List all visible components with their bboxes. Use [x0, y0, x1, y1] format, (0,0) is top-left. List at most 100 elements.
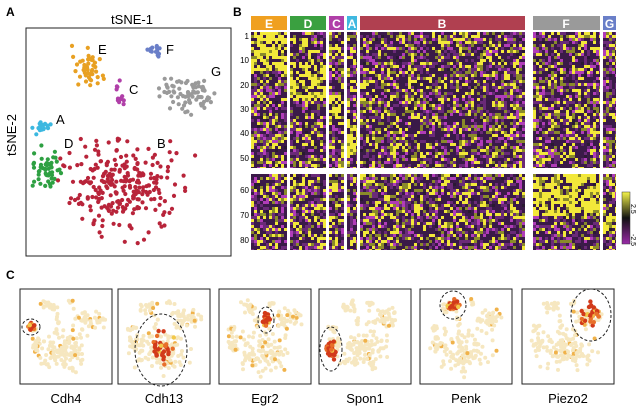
heatmap-cell: [603, 89, 606, 92]
heatmap-cell: [465, 198, 468, 201]
heatmap-cell: [450, 125, 453, 128]
heatmap-cell: [338, 186, 341, 189]
heatmap-cell: [519, 177, 522, 180]
heatmap-cell: [293, 38, 296, 41]
heatmap-cell: [486, 116, 489, 119]
heatmap-cell: [522, 95, 525, 98]
heatmap-cell: [435, 186, 438, 189]
heatmap-cell: [474, 152, 477, 155]
heatmap-cell: [350, 243, 353, 246]
heatmap-cell: [293, 225, 296, 228]
tsne-point: [146, 146, 151, 151]
heatmap-cell: [375, 228, 378, 231]
heatmap-cell: [329, 213, 332, 216]
heatmap-cell: [369, 183, 372, 186]
heatmap-cell: [513, 38, 516, 41]
heatmap-cell: [465, 74, 468, 77]
heatmap-cell: [311, 38, 314, 41]
heatmap-cell: [257, 119, 260, 122]
heatmap-cell: [447, 222, 450, 225]
heatmap-cell: [360, 35, 363, 38]
heatmap-cell: [578, 68, 581, 71]
heatmap-cell: [411, 113, 414, 116]
heatmap-cell: [290, 231, 293, 234]
heatmap-cell: [593, 80, 596, 83]
heatmap-cell: [432, 219, 435, 222]
heatmap-cell: [498, 38, 501, 41]
heatmap-cell: [459, 228, 462, 231]
heatmap-cell: [429, 198, 432, 201]
heatmap-cell: [414, 167, 417, 168]
heatmap-cell: [609, 143, 612, 146]
heatmap-cell: [284, 228, 287, 231]
heatmap-cell: [299, 80, 302, 83]
heatmap-cell: [533, 116, 536, 119]
heatmap-cell: [314, 95, 317, 98]
heatmap-cell: [311, 50, 314, 53]
tsne-point: [96, 198, 101, 203]
heatmap-cell: [266, 59, 269, 62]
heatmap-cell: [542, 62, 545, 65]
heatmap-cell: [414, 158, 417, 161]
heatmap-cell: [450, 107, 453, 110]
heatmap-cell: [405, 213, 408, 216]
heatmap-cell: [408, 116, 411, 119]
tsne-point: [45, 157, 50, 162]
heatmap-cell: [257, 50, 260, 53]
heatmap-cell: [387, 56, 390, 59]
heatmap-cell: [462, 213, 465, 216]
heatmap-cell: [257, 128, 260, 131]
heatmap-cell: [381, 68, 384, 71]
heatmap-cell: [353, 180, 356, 183]
heatmap-cell: [396, 186, 399, 189]
heatmap-cell: [384, 104, 387, 107]
heatmap-cell: [335, 110, 338, 113]
heatmap-cell: [609, 137, 612, 140]
heatmap-cell: [356, 155, 357, 158]
heatmap-cell: [450, 92, 453, 95]
heatmap-cell: [308, 95, 311, 98]
heatmap-cell: [353, 50, 356, 53]
heatmap-cell: [465, 80, 468, 83]
heatmap-cell: [311, 71, 314, 74]
heatmap-cell: [542, 146, 545, 149]
heatmap-cell: [584, 62, 587, 65]
heatmap-cell: [459, 128, 462, 131]
heatmap-cell: [411, 216, 414, 219]
heatmap-cell: [384, 234, 387, 237]
heatmap-cell: [612, 113, 615, 116]
heatmap-cell: [435, 189, 438, 192]
heatmap-cell: [492, 74, 495, 77]
heatmap-cell: [462, 95, 465, 98]
heatmap-cell: [420, 216, 423, 219]
heatmap-cell: [263, 83, 266, 86]
heatmap-cell: [372, 167, 375, 168]
heatmap-cell: [501, 201, 504, 204]
heatmap-cell: [459, 104, 462, 107]
heatmap-cell: [369, 71, 372, 74]
heatmap-cell: [504, 101, 507, 104]
heatmap-cell: [501, 95, 504, 98]
heatmap-cell: [350, 110, 353, 113]
heatmap-cell: [483, 104, 486, 107]
heatmap-cell: [441, 80, 444, 83]
heatmap-cell: [507, 137, 510, 140]
heatmap-cell: [480, 204, 483, 207]
heatmap-cell: [465, 192, 468, 195]
heatmap-cell: [266, 189, 269, 192]
heatmap-cell: [599, 62, 600, 65]
heatmap-cell: [519, 222, 522, 225]
heatmap-cell: [366, 53, 369, 56]
heatmap-cell: [516, 189, 519, 192]
heatmap-cell: [504, 161, 507, 164]
heatmap-cell: [405, 231, 408, 234]
heatmap-cell: [593, 134, 596, 137]
heatmap-cell: [423, 92, 426, 95]
heatmap-cell: [302, 47, 305, 50]
heatmap-cell: [275, 177, 278, 180]
heatmap-cell: [393, 134, 396, 137]
heatmap-cell: [435, 225, 438, 228]
heatmap-cell: [254, 92, 257, 95]
heatmap-cell: [435, 192, 438, 195]
heatmap-cell: [507, 35, 510, 38]
